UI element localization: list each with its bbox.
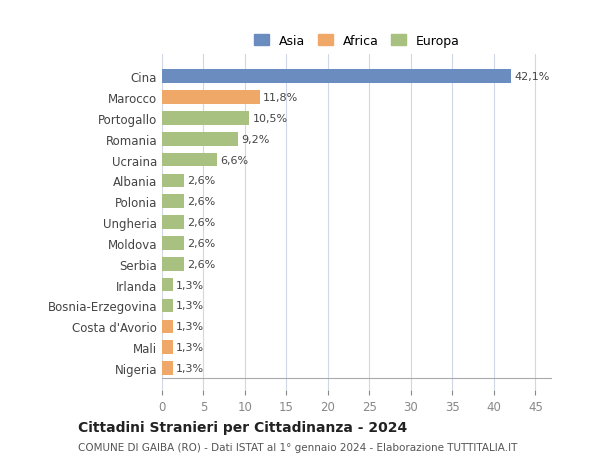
Text: 2,6%: 2,6% (187, 197, 215, 207)
Text: 42,1%: 42,1% (515, 72, 550, 82)
Text: COMUNE DI GAIBA (RO) - Dati ISTAT al 1° gennaio 2024 - Elaborazione TUTTITALIA.I: COMUNE DI GAIBA (RO) - Dati ISTAT al 1° … (78, 442, 517, 452)
Text: 11,8%: 11,8% (263, 93, 298, 103)
Text: 1,3%: 1,3% (176, 363, 204, 373)
Bar (162, 91, 260, 105)
Bar (162, 70, 511, 84)
Text: 10,5%: 10,5% (253, 114, 287, 123)
Text: 2,6%: 2,6% (187, 176, 215, 186)
Text: 2,6%: 2,6% (187, 238, 215, 248)
Text: 1,3%: 1,3% (176, 322, 204, 331)
Text: 1,3%: 1,3% (176, 280, 204, 290)
Text: 2,6%: 2,6% (187, 259, 215, 269)
Bar (162, 153, 217, 167)
Bar (162, 257, 184, 271)
Bar (162, 174, 184, 188)
Text: 2,6%: 2,6% (187, 218, 215, 228)
Legend: Asia, Africa, Europa: Asia, Africa, Europa (250, 31, 464, 51)
Bar (162, 320, 173, 333)
Bar (162, 341, 173, 354)
Text: 9,2%: 9,2% (242, 134, 270, 145)
Bar (162, 216, 184, 230)
Bar (162, 133, 238, 146)
Text: 1,3%: 1,3% (176, 301, 204, 311)
Text: 1,3%: 1,3% (176, 342, 204, 353)
Bar (162, 112, 249, 125)
Text: Cittadini Stranieri per Cittadinanza - 2024: Cittadini Stranieri per Cittadinanza - 2… (78, 420, 407, 435)
Bar (162, 237, 184, 250)
Bar (162, 195, 184, 208)
Bar (162, 361, 173, 375)
Text: 6,6%: 6,6% (220, 155, 248, 165)
Bar (162, 278, 173, 292)
Bar (162, 299, 173, 313)
